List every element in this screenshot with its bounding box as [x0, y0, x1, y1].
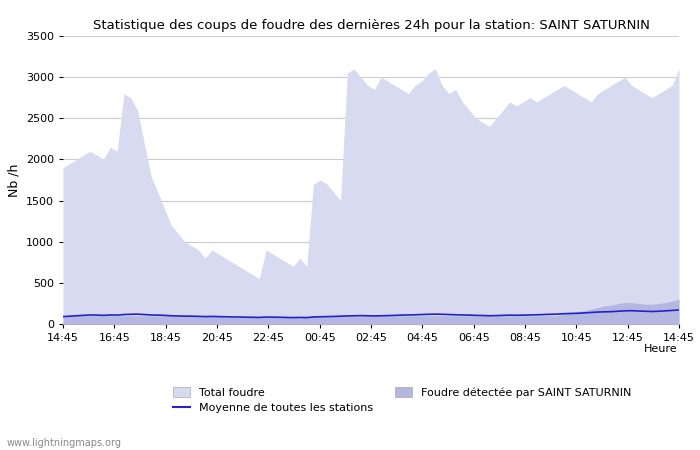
Text: Heure: Heure	[644, 344, 678, 354]
Title: Statistique des coups de foudre des dernières 24h pour la station: SAINT SATURNI: Statistique des coups de foudre des dern…	[92, 19, 650, 32]
Text: www.lightningmaps.org: www.lightningmaps.org	[7, 438, 122, 448]
Y-axis label: Nb /h: Nb /h	[7, 163, 20, 197]
Legend: Total foudre, Moyenne de toutes les stations, Foudre détectée par SAINT SATURNIN: Total foudre, Moyenne de toutes les stat…	[174, 387, 631, 413]
